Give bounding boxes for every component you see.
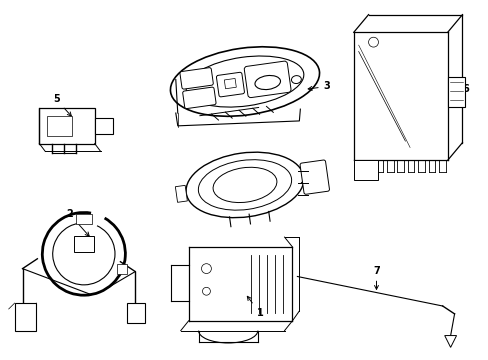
FancyBboxPatch shape bbox=[76, 215, 92, 224]
FancyBboxPatch shape bbox=[127, 303, 145, 323]
FancyBboxPatch shape bbox=[39, 108, 95, 144]
Ellipse shape bbox=[198, 160, 291, 210]
Text: 7: 7 bbox=[372, 266, 379, 289]
FancyBboxPatch shape bbox=[216, 72, 244, 97]
Circle shape bbox=[202, 287, 210, 295]
FancyBboxPatch shape bbox=[117, 264, 127, 274]
Circle shape bbox=[201, 264, 211, 274]
FancyBboxPatch shape bbox=[224, 78, 236, 89]
Text: 3: 3 bbox=[307, 81, 330, 91]
FancyBboxPatch shape bbox=[74, 236, 94, 252]
Text: 5: 5 bbox=[53, 94, 71, 116]
Ellipse shape bbox=[254, 76, 280, 90]
Text: 1: 1 bbox=[247, 296, 263, 318]
FancyBboxPatch shape bbox=[15, 303, 36, 330]
Text: 4: 4 bbox=[300, 170, 324, 184]
FancyBboxPatch shape bbox=[175, 185, 187, 202]
Text: 6: 6 bbox=[452, 84, 468, 94]
FancyBboxPatch shape bbox=[353, 160, 378, 180]
Ellipse shape bbox=[213, 167, 276, 203]
FancyBboxPatch shape bbox=[47, 116, 72, 136]
Ellipse shape bbox=[170, 47, 319, 116]
Ellipse shape bbox=[186, 152, 303, 218]
Polygon shape bbox=[444, 336, 456, 347]
FancyBboxPatch shape bbox=[244, 61, 290, 98]
FancyBboxPatch shape bbox=[300, 160, 329, 194]
Circle shape bbox=[368, 37, 378, 47]
FancyBboxPatch shape bbox=[95, 118, 112, 134]
FancyBboxPatch shape bbox=[447, 77, 465, 107]
FancyBboxPatch shape bbox=[180, 68, 213, 89]
FancyBboxPatch shape bbox=[183, 87, 216, 109]
Ellipse shape bbox=[186, 56, 303, 107]
Ellipse shape bbox=[291, 76, 301, 84]
Text: 2: 2 bbox=[66, 210, 89, 236]
